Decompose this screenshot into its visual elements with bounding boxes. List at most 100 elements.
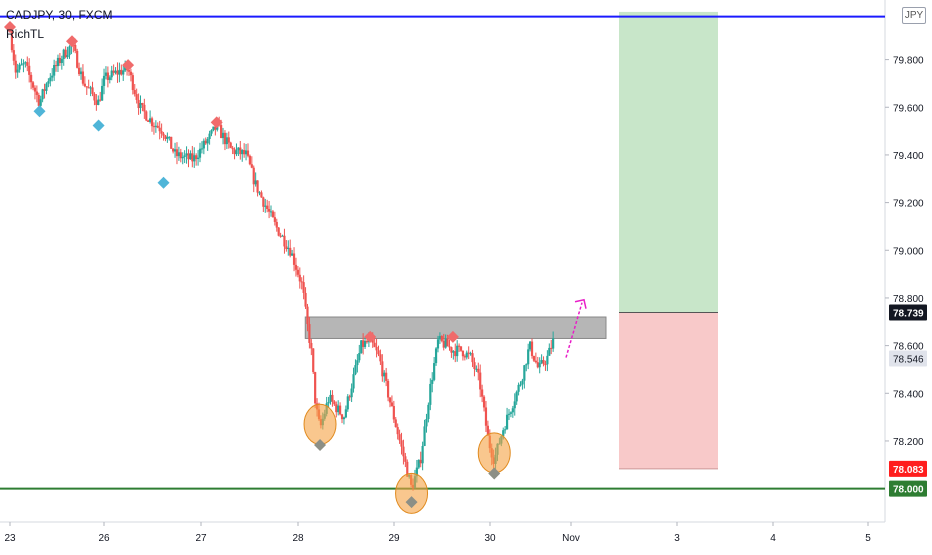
candle (294, 264, 298, 270)
candle (513, 401, 516, 409)
pivot-low-marker (33, 105, 46, 118)
candle (54, 65, 58, 67)
candle (187, 153, 190, 160)
x-tick-label: 27 (195, 533, 207, 544)
candle (306, 306, 309, 325)
candle (160, 131, 163, 134)
candle (277, 227, 280, 236)
candle (273, 217, 276, 222)
currency-badge[interactable]: JPY (902, 7, 926, 24)
candle (112, 70, 115, 73)
candle (139, 103, 142, 109)
price-label-box (889, 350, 927, 367)
y-tick-label: 78.800 (893, 294, 924, 305)
candle (39, 99, 42, 106)
x-tick-label: 5 (865, 533, 871, 544)
y-tick-label: 79.400 (893, 151, 924, 162)
candle (162, 133, 165, 136)
candle (333, 401, 336, 405)
candle (473, 362, 476, 369)
candle (179, 152, 182, 159)
candle (143, 104, 146, 112)
candle (47, 81, 50, 84)
candle (421, 446, 424, 464)
candle (344, 409, 347, 418)
candle (10, 30, 14, 51)
candle (131, 75, 134, 91)
projection-arrow[interactable] (565, 302, 583, 358)
price-label: 78.000 (893, 485, 924, 496)
candle (552, 338, 555, 349)
pivot-high-marker (364, 330, 377, 343)
candle (60, 58, 63, 64)
candle (85, 86, 88, 88)
candle (423, 426, 426, 447)
candle (507, 413, 511, 415)
candle (18, 64, 21, 70)
candle (479, 372, 482, 390)
candle (220, 125, 223, 139)
candle (87, 87, 90, 89)
candle (456, 345, 459, 357)
candle (310, 342, 313, 349)
candle (525, 364, 528, 366)
candle (394, 419, 397, 428)
candle (229, 142, 232, 148)
candle (43, 89, 46, 91)
candle (296, 269, 299, 275)
candle (12, 50, 15, 61)
pattern-circle[interactable] (303, 403, 337, 445)
candle (99, 99, 102, 101)
candle (550, 347, 553, 349)
candle (31, 82, 35, 88)
candle (118, 69, 121, 75)
candle (396, 427, 399, 435)
candle (481, 389, 484, 397)
candle (373, 342, 376, 347)
candle (233, 149, 236, 155)
candle (152, 126, 156, 128)
candle (523, 365, 526, 381)
pivot-low-marker (157, 176, 170, 189)
candle (354, 365, 357, 375)
candle (298, 274, 301, 282)
pattern-circle[interactable] (395, 472, 429, 514)
candle (177, 152, 180, 157)
candle (20, 64, 23, 66)
indicator-label: RichTL (6, 27, 45, 41)
pivot-high-marker (446, 330, 459, 343)
candle (281, 235, 284, 237)
candle (521, 380, 524, 385)
candle (246, 150, 250, 156)
candle (517, 384, 520, 392)
pattern-circle[interactable] (477, 432, 511, 474)
candle (81, 71, 85, 84)
candle (339, 405, 342, 415)
candle (175, 149, 179, 157)
target-zone[interactable] (619, 11, 718, 313)
candle (388, 397, 392, 403)
candle (379, 354, 382, 362)
y-tick-label: 79.800 (893, 56, 924, 67)
candle (267, 209, 271, 212)
candle (66, 55, 69, 58)
candle (450, 347, 453, 353)
arrow-head (574, 298, 587, 309)
candle (392, 406, 395, 420)
pivot-low-marker (92, 119, 105, 132)
candle (214, 126, 217, 130)
candle (419, 459, 422, 464)
candle (452, 351, 455, 353)
candle (304, 292, 307, 307)
candle (221, 132, 225, 139)
candle (362, 340, 365, 347)
stop-zone[interactable] (619, 312, 718, 469)
pivot-low-marker (405, 496, 418, 509)
candle (356, 360, 359, 366)
candle (193, 155, 196, 162)
candle (104, 72, 108, 76)
x-tick-label: 30 (484, 533, 496, 544)
candle (237, 147, 240, 151)
candle (260, 192, 263, 198)
